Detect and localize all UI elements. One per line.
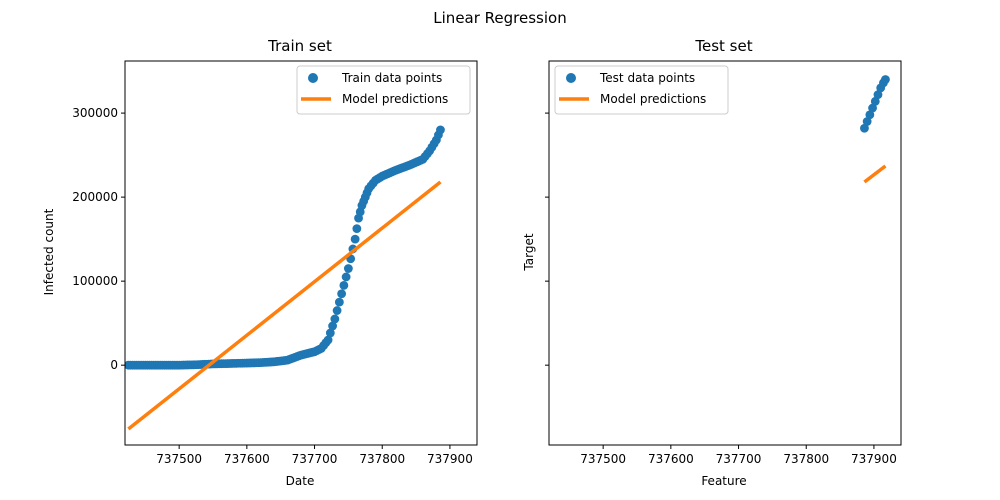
prediction-line-0 (127, 180, 442, 431)
scatter-point-0-103 (337, 289, 347, 299)
train-set-panel: Train set Date Infected count 737500 7376… (42, 37, 478, 488)
test-x-axis-label: Feature (701, 474, 746, 488)
prediction-line-1 (863, 164, 887, 184)
scatter-point-1-5 (873, 90, 883, 100)
train-panel-title: Train set (267, 37, 332, 55)
scatter-point-0-97 (323, 335, 333, 345)
scatter-point-1-0 (860, 123, 869, 133)
legend-1: Test data points Model predictions (554, 65, 729, 115)
scatter-point-0-100 (330, 314, 340, 324)
scatter-point-0-152 (436, 125, 445, 135)
scatter-point-1-3 (868, 103, 877, 113)
x-tick-label-0-3: 737800 (359, 452, 405, 466)
x-tick-label-1-0: 737500 (580, 452, 626, 466)
x-tick-label-0-0: 737500 (156, 452, 202, 466)
legend-label-0-1: Model predictions (342, 92, 448, 106)
legend-box-1 (554, 65, 729, 115)
scatter-point-0-101 (332, 306, 342, 315)
test-set-panel: Test set Feature Target 737500 737600 7377… (522, 37, 902, 488)
plot-area-0 (125, 125, 445, 431)
x-tick-label-0-2: 737700 (292, 452, 338, 466)
y-tick-label-0-3: 300000 (72, 106, 118, 120)
axes-frame-0 (124, 60, 478, 446)
x-tick-label-1-2: 737700 (716, 452, 762, 466)
scatter-point-0-105 (341, 272, 351, 282)
x-tick-label-0-4: 737900 (427, 452, 473, 466)
legend-label-1-1: Model predictions (600, 92, 706, 106)
legend-0: Train data points Model predictions (296, 65, 471, 115)
train-x-axis-label: Date (286, 474, 315, 488)
legend-marker-0-0 (308, 73, 318, 83)
test-y-axis-label: Target (522, 233, 536, 271)
scatter-point-1-4 (870, 96, 880, 106)
legend-label-0-0: Train data points (341, 71, 442, 85)
scatter-point-0-104 (339, 280, 349, 290)
test-panel-title: Test set (694, 37, 752, 55)
scatter-point-0-99 (328, 321, 337, 331)
scatter-point-0-106 (343, 264, 353, 273)
plot-area-1 (860, 75, 890, 184)
x-tick-label-1-3: 737800 (783, 452, 829, 466)
scatter-point-0-102 (334, 297, 344, 307)
legend-box-0 (296, 65, 471, 115)
legend-label-1-0: Test data points (599, 71, 695, 85)
x-tick-label-0-1: 737600 (224, 452, 270, 466)
scatter-point-1-1 (862, 117, 872, 126)
x-tick-label-1-1: 737600 (648, 452, 694, 466)
y-tick-label-0-2: 200000 (72, 190, 118, 204)
y-tick-label-0-1: 100000 (72, 274, 118, 288)
x-tick-label-1-4: 737900 (851, 452, 897, 466)
y-tick-label-0-0: 0 (110, 358, 118, 372)
axes-frame-1 (548, 60, 902, 446)
figure-suptitle: Linear Regression (433, 9, 566, 27)
scatter-point-1-8 (881, 75, 890, 84)
legend-marker-1-0 (566, 73, 576, 83)
train-y-axis-label: Infected count (42, 208, 56, 295)
scatter-point-0-98 (325, 328, 335, 338)
scatter-point-0-110 (352, 224, 362, 234)
scatter-point-1-2 (865, 110, 875, 120)
scatter-point-0-109 (350, 234, 360, 244)
